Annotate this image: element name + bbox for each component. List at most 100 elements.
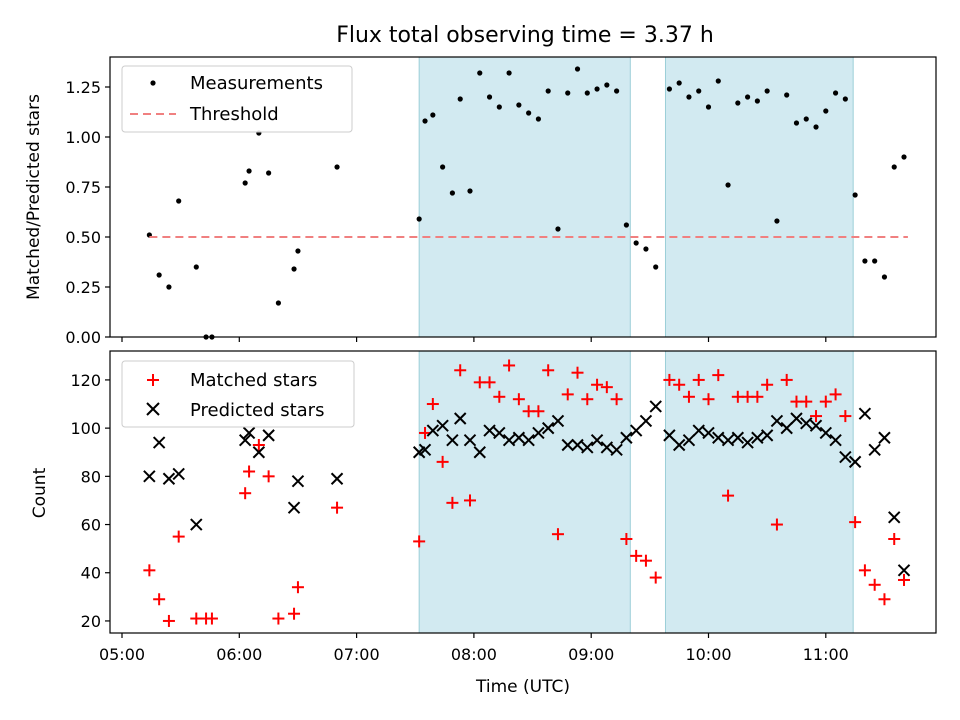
- predicted-point: [663, 429, 676, 442]
- measurement-point: [813, 124, 819, 130]
- measurement-point: [535, 116, 542, 122]
- predicted-point: [712, 431, 725, 444]
- y-tick-label: 60: [81, 516, 101, 535]
- predicted-point: [868, 443, 881, 457]
- predicted-point: [809, 419, 823, 432]
- measurement-point: [832, 90, 839, 96]
- legend-threshold-label: Threshold: [189, 104, 279, 125]
- measurement-point: [242, 180, 248, 186]
- matched-point: [331, 501, 344, 514]
- matched-point: [483, 376, 496, 389]
- predicted-point: [848, 455, 862, 469]
- measurement-point: [872, 258, 878, 264]
- measurement-point: [275, 300, 281, 306]
- matched-point: [712, 369, 725, 382]
- predicted-point: [287, 501, 301, 514]
- x-tick-label: 10:00: [685, 645, 731, 664]
- measurement-point: [653, 264, 659, 270]
- matched-point: [162, 614, 175, 627]
- predicted-point: [610, 443, 623, 457]
- measurement-point: [696, 88, 702, 94]
- predicted-point: [702, 426, 715, 440]
- matched-point: [673, 378, 686, 391]
- chart-title: Flux total observing time = 3.37 h: [336, 23, 714, 48]
- predicted-point: [721, 433, 735, 447]
- matched-point: [493, 390, 506, 403]
- x-tick-label: 09:00: [568, 645, 614, 664]
- predicted-point: [760, 429, 774, 442]
- predicted-point: [590, 433, 604, 447]
- predicted-point: [770, 414, 784, 428]
- predicted-point: [512, 431, 526, 444]
- legend-predicted-marker: [146, 402, 160, 416]
- matched-point: [761, 378, 774, 391]
- measurement-point: [440, 164, 446, 170]
- legend-predicted-label: Predicted stars: [190, 400, 324, 421]
- predicted-point: [780, 421, 793, 435]
- measurement-point: [686, 94, 692, 100]
- matched-point: [610, 393, 623, 406]
- matched-point: [800, 395, 813, 408]
- matched-point: [888, 533, 901, 545]
- measurement-point: [545, 88, 551, 94]
- matched-point: [810, 410, 823, 423]
- measurement-point: [823, 108, 829, 114]
- legend-box: [121, 65, 353, 133]
- matched-point: [239, 487, 252, 500]
- y-tick-label: 20: [81, 612, 101, 631]
- measurement-point: [467, 188, 473, 194]
- measurement-point: [623, 222, 629, 228]
- measurement-point: [715, 78, 721, 84]
- y-tick-label: 1.25: [65, 78, 101, 97]
- predicted-point: [672, 438, 686, 452]
- predicted-point: [532, 426, 545, 440]
- x-tick-label: 06:00: [216, 645, 262, 664]
- measurement-point: [764, 88, 770, 94]
- measurement-point: [725, 182, 731, 188]
- matched-point: [503, 359, 516, 372]
- matched-point: [839, 410, 852, 423]
- predicted-point: [330, 472, 344, 485]
- predicted-point: [682, 433, 696, 447]
- predicted-point: [571, 438, 584, 452]
- predicted-point: [242, 426, 256, 440]
- highlight-spans: [418, 56, 854, 338]
- highlight-span-1: [418, 56, 631, 338]
- y-tick-label: 0.50: [65, 228, 101, 247]
- panel-counts: 20 40 60 80 100 120 05:00 06:00 07:00 08:00 09:00…: [30, 350, 937, 697]
- measurement-point: [496, 104, 502, 110]
- y-tick-label: 1.00: [65, 128, 101, 147]
- matched-point: [446, 496, 459, 509]
- matched-point: [454, 364, 467, 377]
- y-tick-label: 0.75: [65, 178, 101, 197]
- matched-point: [649, 571, 662, 584]
- predicted-point: [436, 419, 449, 432]
- x-tick-label: 08:00: [451, 645, 497, 664]
- measurement-point: [584, 90, 590, 96]
- predicted-point: [473, 446, 486, 459]
- measurement-point: [852, 192, 858, 198]
- measurement-point: [705, 104, 712, 110]
- y-axis-ticks: 0.00 0.25 0.50 0.75 1.00 1.25: [65, 78, 110, 347]
- predicted-point: [483, 424, 496, 437]
- predicted-point: [143, 470, 156, 483]
- highlight-span-2: [664, 56, 854, 338]
- x-axis-ticks: [121, 337, 827, 342]
- x-tick-label: 05:00: [99, 645, 145, 664]
- measurement-point: [176, 198, 182, 204]
- matched-point: [630, 549, 643, 562]
- matched-point: [682, 390, 695, 403]
- measurement-point: [604, 82, 610, 88]
- measurement-point: [862, 258, 868, 264]
- predicted-point: [446, 433, 459, 447]
- predicted-point: [829, 433, 842, 447]
- matched-point: [143, 564, 156, 577]
- predicted-point: [751, 431, 764, 444]
- legend-matched-marker: [147, 374, 159, 386]
- matched-point: [878, 593, 891, 606]
- predicted-point: [888, 511, 901, 524]
- predicted-point: [620, 431, 633, 444]
- y-axis-ticks: 20 40 60 80 100 120: [70, 371, 110, 631]
- predicted-point: [581, 441, 594, 454]
- series-layer: [143, 359, 911, 627]
